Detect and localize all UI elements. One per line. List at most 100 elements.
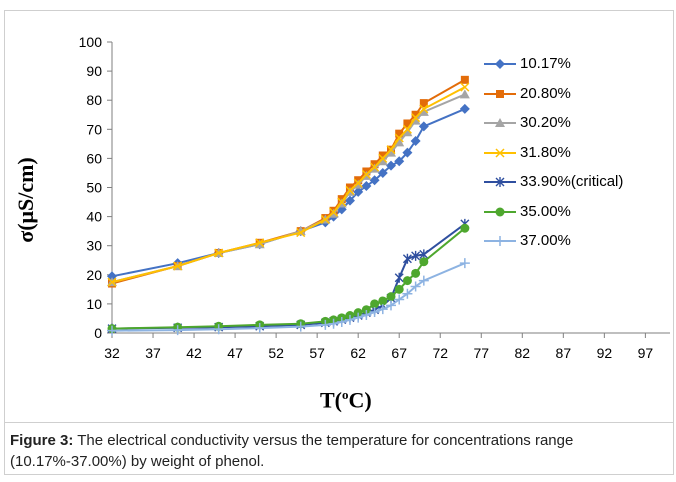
legend-item: 31.80% bbox=[482, 143, 667, 163]
series-7 bbox=[107, 258, 470, 336]
data-point bbox=[296, 228, 306, 238]
legend-marker bbox=[496, 89, 504, 98]
data-point bbox=[213, 324, 224, 335]
legend-item: 10.17% bbox=[482, 54, 667, 74]
data-point bbox=[460, 223, 470, 233]
y-tick-label: 80 bbox=[86, 92, 102, 108]
legend-swatch bbox=[484, 59, 516, 69]
data-point bbox=[320, 214, 330, 225]
legend-marker bbox=[495, 118, 505, 127]
data-point bbox=[402, 147, 413, 158]
legend-swatch bbox=[484, 147, 516, 158]
data-point bbox=[386, 160, 396, 171]
data-point bbox=[410, 135, 421, 146]
legend-label: 30.20% bbox=[520, 114, 571, 131]
data-point bbox=[402, 288, 413, 299]
data-point bbox=[460, 75, 469, 84]
y-tick-label: 10 bbox=[86, 296, 102, 312]
data-point bbox=[394, 272, 404, 283]
y-tick-label: 90 bbox=[86, 63, 102, 79]
data-point bbox=[377, 304, 388, 315]
x-tick-label: 52 bbox=[268, 345, 284, 361]
data-point bbox=[386, 300, 396, 311]
legend-swatch bbox=[484, 207, 516, 216]
data-point bbox=[460, 82, 470, 92]
legend-item: 33.90%(critical) bbox=[482, 172, 667, 192]
y-tick-label: 30 bbox=[86, 238, 102, 254]
data-point bbox=[377, 156, 388, 166]
y-tick-label: 20 bbox=[86, 267, 102, 283]
data-point bbox=[370, 299, 380, 309]
data-point bbox=[402, 127, 413, 137]
data-point bbox=[254, 323, 265, 334]
figure-caption: Figure 3: The electrical conductivity ve… bbox=[10, 430, 665, 472]
data-point bbox=[410, 281, 421, 292]
y-tick-label: 70 bbox=[86, 121, 102, 137]
data-point bbox=[344, 314, 355, 325]
data-point bbox=[386, 292, 396, 302]
x-tick-label: 72 bbox=[432, 345, 448, 361]
x-tick-label: 62 bbox=[350, 345, 366, 361]
legend-label: 20.80% bbox=[520, 84, 571, 102]
chart-frame bbox=[4, 10, 674, 475]
data-point bbox=[418, 275, 429, 286]
data-point bbox=[337, 197, 347, 207]
series-6 bbox=[107, 223, 470, 334]
data-point bbox=[214, 248, 224, 258]
data-point bbox=[107, 277, 117, 287]
data-point bbox=[369, 175, 380, 186]
legend-marker bbox=[495, 59, 505, 69]
data-point bbox=[395, 129, 404, 138]
data-point bbox=[329, 207, 339, 217]
series-line bbox=[111, 227, 466, 330]
legend-label: 35.00% bbox=[520, 202, 571, 220]
legend-swatch bbox=[484, 236, 516, 246]
data-point bbox=[361, 305, 371, 315]
legend-swatch bbox=[484, 118, 516, 127]
data-point bbox=[403, 119, 412, 128]
data-point bbox=[419, 257, 429, 267]
x-tick-label: 57 bbox=[309, 345, 325, 361]
data-point bbox=[394, 156, 405, 167]
y-axis-label: σ(μS/cm) bbox=[13, 157, 38, 243]
legend-item: 37.00% bbox=[482, 231, 667, 251]
data-point bbox=[377, 167, 388, 178]
data-point bbox=[459, 258, 470, 269]
y-tick-label: 100 bbox=[79, 34, 103, 50]
data-point bbox=[378, 151, 387, 160]
data-point bbox=[353, 178, 363, 188]
x-tick-label: 87 bbox=[556, 345, 572, 361]
legend-label: 10.17% bbox=[520, 55, 571, 72]
data-point bbox=[172, 325, 183, 336]
series-4 bbox=[107, 82, 470, 287]
legend-marker bbox=[495, 177, 505, 187]
data-point bbox=[402, 124, 412, 134]
data-point bbox=[295, 321, 306, 332]
x-tick-label: 32 bbox=[104, 345, 120, 361]
data-point bbox=[411, 113, 421, 123]
legend-item: 30.20% bbox=[482, 113, 667, 133]
data-point bbox=[394, 137, 405, 147]
data-point bbox=[411, 110, 420, 119]
x-tick-label: 67 bbox=[391, 345, 407, 361]
caption-divider bbox=[4, 422, 674, 423]
data-point bbox=[386, 145, 396, 155]
data-point bbox=[107, 325, 117, 336]
data-point bbox=[402, 253, 412, 264]
y-tick-label: 0 bbox=[94, 325, 102, 341]
data-point bbox=[411, 250, 421, 261]
data-point bbox=[361, 309, 372, 320]
data-point bbox=[320, 319, 331, 330]
x-tick-label: 37 bbox=[145, 345, 161, 361]
x-tick-label: 92 bbox=[597, 345, 613, 361]
legend-marker bbox=[495, 236, 505, 246]
data-point bbox=[378, 153, 388, 163]
data-point bbox=[459, 103, 470, 114]
data-point bbox=[386, 147, 396, 157]
data-point bbox=[353, 186, 364, 197]
data-point bbox=[255, 238, 265, 248]
data-point bbox=[402, 276, 412, 286]
x-tick-label: 97 bbox=[638, 345, 654, 361]
x-axis-label: T(oC) bbox=[320, 387, 372, 413]
legend-item: 20.80% bbox=[482, 84, 667, 104]
